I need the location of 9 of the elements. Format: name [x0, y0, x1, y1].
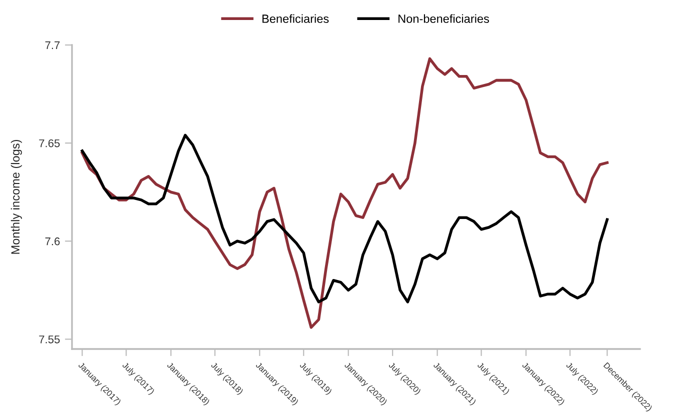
legend-label: Non-beneficiaries	[398, 14, 490, 23]
y-tick-label: 7.7	[45, 41, 60, 50]
y-tick-label: 7.6	[45, 237, 60, 246]
line-series	[80, 57, 609, 329]
y-tick-label: 7.65	[39, 139, 60, 148]
y-axis-title: Monthly income (logs)	[10, 140, 22, 254]
legend-label: Beneficiaries	[262, 14, 329, 23]
y-tick-label: 7.55	[39, 336, 60, 344]
line-series	[80, 134, 609, 304]
